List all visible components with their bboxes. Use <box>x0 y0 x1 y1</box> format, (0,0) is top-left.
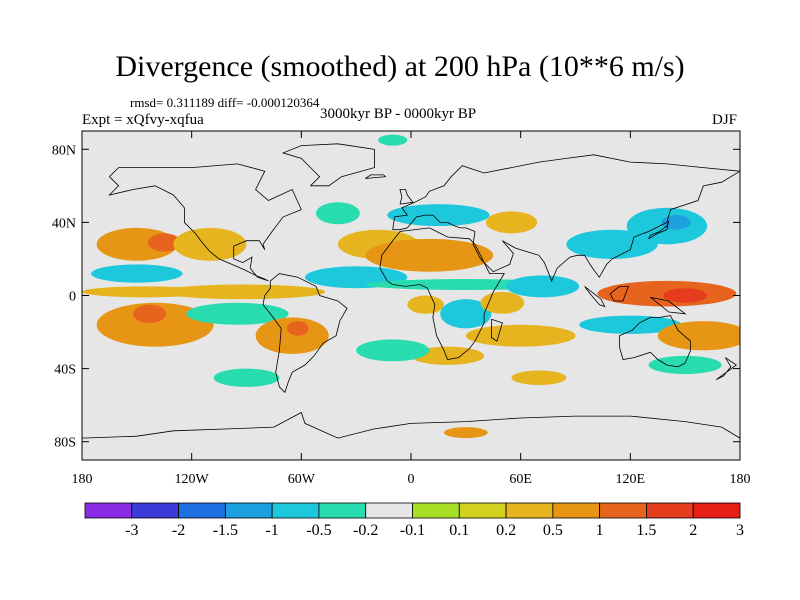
x-tick-label-2: 60W <box>288 472 316 487</box>
coastline-layer <box>82 143 740 439</box>
field-blob-19 <box>440 299 492 329</box>
field-blob-4 <box>96 302 214 347</box>
field-blob-33 <box>511 370 567 386</box>
coastline-4 <box>619 315 691 368</box>
coastline-10 <box>650 296 687 315</box>
coastline-11 <box>715 357 737 380</box>
field-blob-21 <box>506 275 580 298</box>
colorbar-swatch-11 <box>599 502 647 519</box>
colorbar-swatch-2 <box>178 502 226 519</box>
season-label: DJF <box>712 112 738 128</box>
y-tick-label-0: 80N <box>52 143 76 158</box>
field-blob-2 <box>173 227 247 261</box>
y-tick-label-1: 40N <box>52 216 76 231</box>
field-blob-36 <box>443 427 488 439</box>
field-blob-13 <box>365 238 494 272</box>
coastline-7 <box>648 220 670 240</box>
field-blob-7 <box>82 286 210 298</box>
colorbar-swatch-4 <box>271 502 320 519</box>
colorbar-label-12: 2 <box>689 522 697 539</box>
field-layer <box>82 134 740 439</box>
x-tick-label-3: 0 <box>408 472 415 487</box>
field-blob-15 <box>387 204 490 227</box>
coastline-9 <box>609 286 630 302</box>
colorbar-swatch-5 <box>318 502 367 519</box>
colorbar-label-11: 1.5 <box>636 522 656 539</box>
coastline-2 <box>379 227 505 360</box>
x-tick-label-6: 180 <box>730 472 751 487</box>
stats-text: rmsd= 0.311189 diff= -0.000120364 <box>130 95 320 110</box>
colorbar-label-5: -0.2 <box>353 522 378 539</box>
coastline-8 <box>584 286 606 308</box>
field-blob-29 <box>465 324 576 347</box>
field-blob-28 <box>657 321 740 351</box>
colorbar-label-0: -3 <box>125 522 138 539</box>
coastline-13 <box>365 174 387 179</box>
coastline-0 <box>108 163 302 282</box>
field-blob-1 <box>147 233 181 252</box>
colorbar-label-10: 1 <box>596 522 604 539</box>
field-blob-34 <box>648 355 722 375</box>
colorbar-swatch-6 <box>365 502 413 519</box>
colorbar-swatch-12 <box>646 502 694 519</box>
colorbar-label-8: 0.2 <box>496 522 516 539</box>
x-tick-label-4: 60E <box>509 472 532 487</box>
chart-title: Divergence (smoothed) at 200 hPa (10**6 … <box>115 50 685 83</box>
colorbar-label-1: -2 <box>172 522 185 539</box>
field-blob-24 <box>661 215 691 230</box>
field-blob-9 <box>255 317 329 354</box>
y-tick-label-2: 0 <box>69 290 76 305</box>
coastline-3 <box>392 154 740 282</box>
field-blob-10 <box>286 321 309 336</box>
colorbar-label-7: 0.1 <box>449 522 469 539</box>
y-tick-label-4: 80S <box>54 436 76 451</box>
field-blob-16 <box>485 211 538 234</box>
field-blob-32 <box>213 368 280 387</box>
field-blob-18 <box>407 295 444 314</box>
field-blob-27 <box>579 315 682 334</box>
colorbar-swatch-7 <box>412 502 460 519</box>
field-blob-35 <box>378 134 408 146</box>
x-tick-label-0: 180 <box>72 472 93 487</box>
coastline-5 <box>281 143 375 187</box>
field-blob-8 <box>186 302 289 325</box>
field-blob-5 <box>133 304 167 323</box>
coastline-12 <box>491 318 503 342</box>
colorbar-label-9: 0.5 <box>543 522 563 539</box>
field-blob-20 <box>480 291 525 314</box>
colorbar: -3 -2 -1.5 -1 -0.5 -0.2 -0.1 0.1 0.2 0.5 1 1.5 2 3 <box>84 502 744 539</box>
coastline-14 <box>82 411 740 439</box>
field-blob-14 <box>315 202 360 225</box>
x-tick-label-5: 120E <box>616 472 646 487</box>
field-blob-26 <box>663 288 708 303</box>
field-blob-31 <box>356 339 430 362</box>
x-tick-label-1: 120W <box>175 472 210 487</box>
colorbar-swatch-1 <box>131 502 179 519</box>
colorbar-swatch-13 <box>692 502 741 519</box>
field-blob-6 <box>160 284 326 300</box>
colorbar-swatch-3 <box>224 502 273 519</box>
colorbar-swatch-0 <box>84 502 133 519</box>
colorbar-swatch-8 <box>458 502 507 519</box>
colorbar-label-13: 3 <box>736 522 744 539</box>
experiment-label: Expt = xQfvy-xqfua <box>82 112 204 128</box>
colorbar-swatch-9 <box>505 502 554 519</box>
colorbar-label-6: -0.1 <box>400 522 425 539</box>
y-tick-label-3: 40S <box>54 363 76 378</box>
axis-ticks: 180 120W 60W 0 60E 120E 180 80N 40N 0 40S 80S <box>52 131 751 487</box>
colorbar-label-4: -0.5 <box>306 522 331 539</box>
colorbar-swatch-10 <box>552 502 601 519</box>
coastline-6 <box>399 189 414 205</box>
colorbar-label-3: -1 <box>265 522 278 539</box>
colorbar-label-2: -1.5 <box>213 522 238 539</box>
field-blob-3 <box>91 264 183 283</box>
period-label: 3000kyr BP - 0000kyr BP <box>320 106 477 122</box>
coastline-1 <box>262 273 348 394</box>
